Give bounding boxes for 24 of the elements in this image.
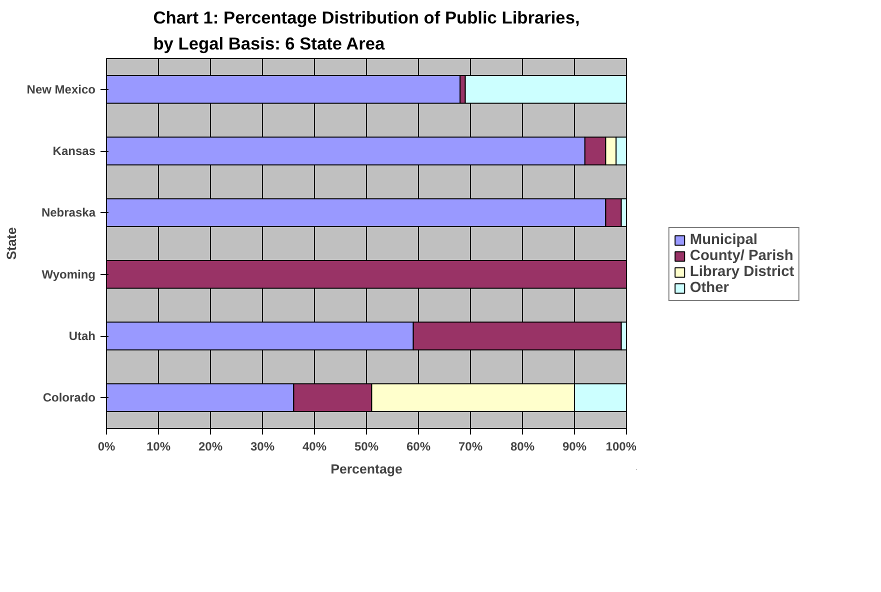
x-tick-label: 40% — [302, 440, 327, 454]
x-tick-label: 60% — [406, 440, 431, 454]
y-tick-label: Wyoming — [42, 267, 96, 282]
x-axis-title: Percentage — [330, 462, 402, 476]
x-tick-label: 20% — [198, 440, 223, 454]
x-tick-label: 0% — [98, 440, 116, 454]
y-axis-title: State — [4, 227, 19, 260]
x-tick-label: 70% — [458, 440, 483, 454]
chart-title: Chart 1: Percentage Distribution of Public Libraries, by Legal Basis: 6 State Area — [153, 8, 580, 54]
y-tick-label: Nebraska — [41, 206, 96, 220]
x-tick-label: 30% — [250, 440, 275, 454]
y-tick-label: New Mexico — [26, 82, 96, 96]
x-tick-label: 100% — [606, 440, 637, 454]
x-tick-label: 90% — [562, 440, 587, 454]
y-tick-label: Colorado — [42, 390, 96, 405]
x-tick-label: 50% — [354, 440, 379, 454]
legend-label: Other — [690, 280, 729, 296]
legend-label: County/ Parish — [690, 248, 794, 264]
y-tick-label: Utah — [68, 329, 96, 343]
legend-label: Library District — [690, 264, 794, 280]
x-tick-label: 80% — [510, 440, 535, 454]
y-tick-label: Kansas — [52, 144, 96, 158]
x-tick-label: 10% — [146, 440, 171, 454]
legend-label: Municipal — [690, 232, 758, 248]
